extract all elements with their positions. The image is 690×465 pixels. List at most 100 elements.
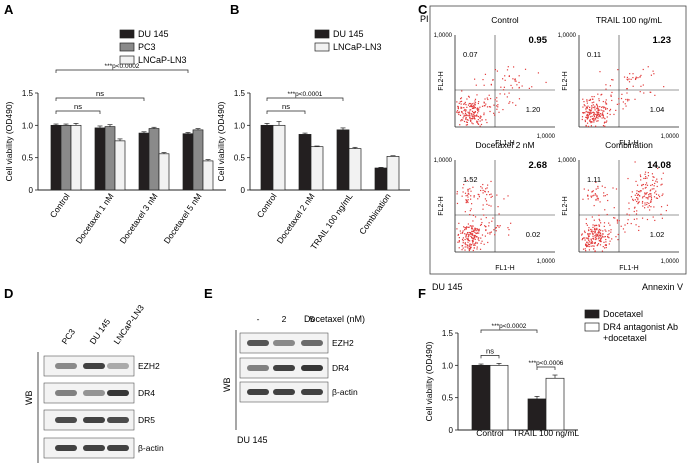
flow-event-dot [596, 234, 599, 236]
flow-event-dot [602, 100, 604, 103]
flow-event-dot [470, 235, 472, 237]
flow-event-dot [506, 96, 508, 98]
panel-label-c: C [418, 2, 428, 17]
flow-event-dot [476, 107, 478, 110]
flow-event-dot [593, 113, 595, 116]
blot-lane-label: - [257, 314, 260, 324]
flow-event-dot [584, 119, 586, 121]
flow-event-dot [472, 239, 474, 242]
bar [386, 156, 400, 191]
flow-event-dot [472, 234, 474, 236]
flow-event-dot [649, 163, 651, 165]
flow-event-dot [479, 115, 482, 117]
flow-event-dot [490, 205, 492, 207]
flow-event-dot [597, 109, 599, 111]
flow-event-dot [461, 245, 464, 247]
flow-event-dot [484, 105, 486, 107]
x-tick-label: Docetaxel 5 nM [162, 191, 204, 245]
flow-event-dot [483, 112, 485, 114]
legend-swatch [314, 29, 330, 39]
flow-event-dot [487, 98, 489, 101]
panel-label-b: B [230, 2, 239, 17]
flow-plot-title: TRAIL 100 ng/mL [596, 15, 663, 25]
blot-band [83, 445, 105, 451]
significance-bracket [55, 110, 101, 114]
flow-event-dot [651, 173, 654, 175]
flow-event-dot [497, 206, 499, 208]
flow-event-dot [516, 84, 518, 86]
flow-event-dot [606, 112, 609, 115]
flow-event-dot [464, 112, 467, 115]
flow-event-dot [488, 222, 490, 224]
flow-event-dot [649, 195, 651, 198]
flow-event-dot [464, 227, 467, 229]
flow-event-dot [473, 247, 475, 249]
flow-event-dot [473, 102, 475, 104]
flow-event-dot [590, 239, 592, 241]
flow-event-dot [474, 115, 476, 117]
flow-event-dot [588, 235, 590, 237]
flow-event-dot [626, 213, 628, 215]
flow-event-dot [599, 220, 601, 222]
y-tick-label: 0.5 [442, 394, 454, 403]
flow-event-dot [481, 105, 484, 107]
flow-event-dot [488, 94, 490, 96]
flow-event-dot [597, 93, 599, 95]
flow-event-dot [648, 202, 650, 204]
flow-event-dot [649, 190, 651, 192]
flow-event-dot [489, 194, 491, 196]
flow-event-dot [467, 238, 469, 240]
flow-event-dot [496, 100, 498, 102]
flow-event-dot [599, 115, 601, 117]
flow-event-dot [477, 119, 479, 121]
flow-event-dot [598, 228, 600, 231]
flow-event-dot [593, 112, 595, 114]
flow-event-dot [461, 90, 463, 92]
x-tick-label: Combination [357, 191, 393, 236]
flow-y-max-tick: 1,0000 [558, 33, 577, 39]
flow-event-dot [587, 111, 589, 113]
bar [348, 148, 362, 191]
flow-event-dot [463, 107, 465, 109]
flow-event-dot [638, 225, 640, 228]
flow-event-dot [456, 110, 459, 112]
flow-event-dot [518, 87, 520, 89]
flow-event-dot [483, 214, 485, 216]
bar [50, 124, 62, 191]
flow-event-dot [600, 234, 602, 236]
flow-event-dot [458, 113, 460, 116]
flow-event-dot [477, 108, 479, 111]
flow-event-dot [597, 110, 600, 112]
flow-event-dot [493, 112, 495, 114]
flow-event-dot [640, 85, 642, 87]
flow-event-dot [470, 120, 472, 122]
flow-event-dot [599, 116, 601, 118]
flow-event-dot [462, 230, 464, 232]
flow-event-dot [514, 78, 516, 80]
flow-event-dot [589, 99, 591, 101]
flow-event-dot [605, 103, 607, 105]
flow-event-dot [651, 184, 653, 186]
panel-label-d: D [4, 286, 13, 301]
flow-event-dot [596, 107, 598, 109]
flow-event-dot [601, 106, 603, 108]
flow-event-dot [628, 214, 631, 216]
significance-bracket [536, 366, 556, 371]
flow-event-dot [472, 106, 474, 108]
blot-row-label: DR4 [332, 363, 349, 373]
flow-event-dot [601, 233, 603, 235]
blot-band [55, 417, 77, 423]
flow-event-dot [594, 242, 596, 245]
flow-event-dot [584, 239, 586, 241]
y-axis-label: Cell viability (OD490) [4, 101, 14, 181]
flow-event-dot [493, 229, 495, 231]
flow-plot-title: Combination [605, 140, 653, 150]
flow-event-dot [592, 195, 594, 197]
flow-event-dot [586, 244, 588, 246]
flow-event-dot [650, 206, 652, 208]
flow-event-dot [507, 195, 509, 197]
y-tick-label: 0.5 [22, 154, 34, 163]
flow-event-dot [594, 236, 596, 238]
flow-event-dot [478, 108, 480, 110]
flow-event-dot [599, 237, 601, 239]
